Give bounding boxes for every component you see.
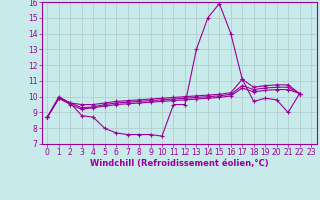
- X-axis label: Windchill (Refroidissement éolien,°C): Windchill (Refroidissement éolien,°C): [90, 159, 268, 168]
